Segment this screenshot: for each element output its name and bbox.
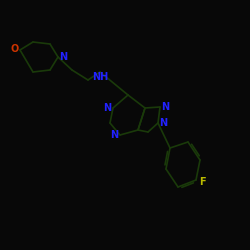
Text: N: N <box>60 52 68 62</box>
Text: N: N <box>110 130 118 140</box>
Text: N: N <box>104 103 112 113</box>
Text: N: N <box>160 118 168 128</box>
Text: N: N <box>162 102 170 113</box>
Text: NH: NH <box>92 72 108 82</box>
Text: O: O <box>10 44 18 54</box>
Text: F: F <box>199 177 205 187</box>
